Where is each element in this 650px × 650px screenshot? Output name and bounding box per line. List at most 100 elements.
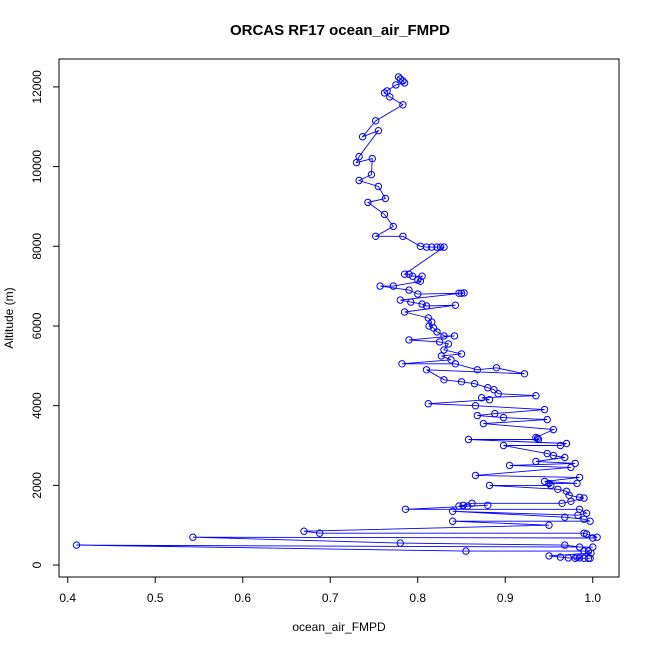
x-tick-label: 0.6 xyxy=(234,591,251,605)
data-point xyxy=(545,479,553,488)
data-point xyxy=(567,463,575,472)
data-point xyxy=(549,425,558,434)
data-point xyxy=(573,553,581,561)
data-point xyxy=(374,182,383,191)
data-point xyxy=(582,530,591,538)
x-axis-label: ocean_air_FMPD xyxy=(292,620,386,634)
data-point xyxy=(460,289,468,297)
data-point xyxy=(433,328,441,336)
data-point xyxy=(449,507,457,515)
data-point xyxy=(418,272,426,280)
data-point xyxy=(545,552,553,560)
data-point xyxy=(575,543,584,551)
data-point xyxy=(471,402,480,410)
data-point xyxy=(589,534,597,542)
data-point xyxy=(300,527,308,535)
data-point xyxy=(554,485,562,493)
data-point xyxy=(380,89,389,97)
plot-frame xyxy=(58,58,620,578)
data-point xyxy=(437,352,446,360)
data-point xyxy=(549,451,558,460)
y-tick-label: 0 xyxy=(30,561,44,568)
data-point xyxy=(540,405,549,414)
y-tick-label: 10000 xyxy=(30,150,44,184)
data-point xyxy=(462,547,470,555)
data-point xyxy=(436,243,445,251)
data-point xyxy=(405,336,413,344)
data-point xyxy=(580,494,588,502)
data-point xyxy=(389,282,397,290)
data-point xyxy=(561,541,569,549)
x-axis: 0.4 0.5 0.6 0.7 0.8 0.9 1.0 xyxy=(59,577,601,605)
data-point xyxy=(400,270,409,278)
x-tick-label: 0.9 xyxy=(497,591,514,605)
y-axis-label: Altitude (m) xyxy=(2,287,16,348)
data-point xyxy=(534,435,543,444)
data-point xyxy=(593,533,601,541)
data-point xyxy=(571,554,579,562)
y-tick-label: 6000 xyxy=(30,312,44,339)
data-point xyxy=(455,502,463,510)
data-point xyxy=(547,481,555,490)
data-point xyxy=(414,290,422,298)
data-point xyxy=(567,497,575,505)
data-point xyxy=(485,396,494,404)
data-point xyxy=(532,392,540,400)
data-point xyxy=(398,360,406,368)
data-point xyxy=(401,505,410,513)
data-point xyxy=(381,194,390,203)
chart-title: ORCAS RF17 ocean_air_FMPD xyxy=(230,22,450,39)
data-point xyxy=(457,378,466,386)
data-point xyxy=(368,154,376,163)
data-point xyxy=(491,409,499,418)
data-point xyxy=(582,509,591,517)
y-axis: 0 2000 4000 6000 8000 10000 12000 xyxy=(30,70,59,568)
data-point xyxy=(428,243,436,251)
data-point xyxy=(407,298,415,306)
data-point xyxy=(416,277,425,285)
data-point xyxy=(484,501,492,509)
data-point xyxy=(485,481,494,490)
data-point xyxy=(444,340,453,348)
data-point xyxy=(451,360,460,368)
data-point xyxy=(316,529,324,537)
data-point xyxy=(464,435,473,444)
data-point xyxy=(494,390,502,398)
data-point xyxy=(450,332,459,340)
y-tick-label: 8000 xyxy=(30,233,44,260)
data-point xyxy=(422,243,431,251)
data-point xyxy=(440,243,448,251)
data-point xyxy=(473,411,481,420)
data-point xyxy=(556,553,565,561)
data-point xyxy=(455,289,463,297)
data-point xyxy=(372,232,380,241)
data-point xyxy=(440,346,448,354)
data-point xyxy=(367,170,376,179)
data-point xyxy=(532,457,540,466)
data-point xyxy=(490,386,498,394)
data-point xyxy=(499,413,508,422)
data-point xyxy=(408,272,417,280)
data-point xyxy=(561,513,569,521)
data-point xyxy=(396,296,404,304)
data-point xyxy=(533,434,542,442)
data-point xyxy=(389,222,397,231)
data-point xyxy=(556,441,565,450)
y-tick-label: 12000 xyxy=(30,70,44,104)
data-point xyxy=(499,441,508,450)
x-tick-label: 0.4 xyxy=(59,591,76,605)
data-point xyxy=(376,282,384,290)
data-point xyxy=(418,300,426,308)
data-point xyxy=(562,487,571,495)
y-tick-label: 4000 xyxy=(30,392,44,419)
data-point xyxy=(573,479,581,488)
data-point xyxy=(477,394,486,402)
data-point xyxy=(355,176,363,185)
data-point xyxy=(459,501,467,509)
data-point xyxy=(422,302,431,310)
data-point xyxy=(543,415,551,424)
data-point xyxy=(372,117,380,125)
data-point xyxy=(586,554,594,562)
data-point xyxy=(449,517,457,525)
